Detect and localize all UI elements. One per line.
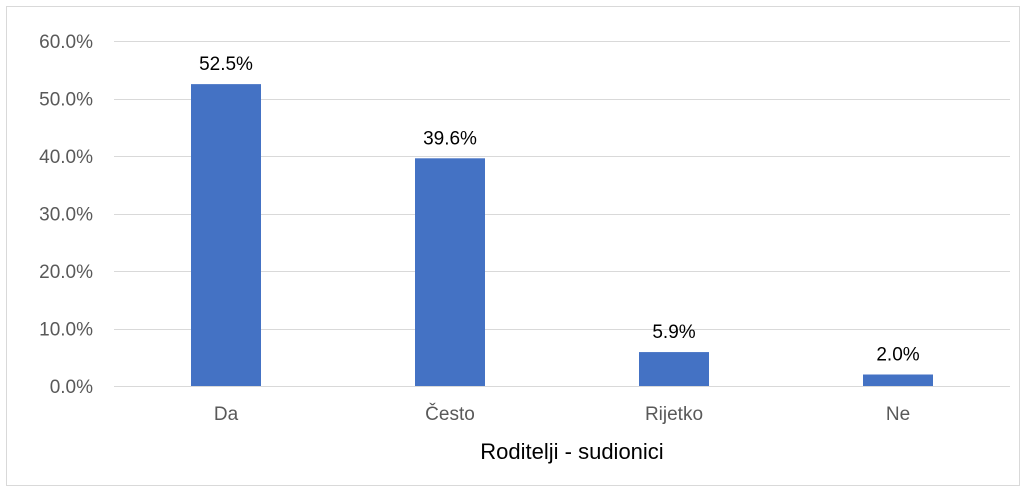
x-tick-label: Da: [214, 404, 239, 425]
bar-1: [415, 158, 485, 386]
data-label: 5.9%: [652, 322, 695, 343]
y-axis-tick-labels: 0.0% 10.0% 20.0% 30.0% 40.0% 50.0% 60.0%: [39, 32, 93, 398]
x-tick-label: Često: [425, 403, 475, 425]
x-axis-tick-labels: Da Često Rijetko Ne: [214, 403, 910, 425]
bars: [191, 84, 933, 386]
data-label: 39.6%: [423, 128, 477, 149]
chart-frame: [6, 6, 1020, 486]
x-axis-title: Roditelji - sudionici: [480, 439, 663, 464]
y-tick-label: 10.0%: [39, 320, 93, 341]
x-tick-label: Ne: [886, 404, 910, 425]
data-label: 52.5%: [199, 54, 253, 75]
x-tick-label: Rijetko: [645, 404, 703, 425]
bar-0: [191, 84, 261, 386]
y-tick-label: 30.0%: [39, 205, 93, 226]
y-tick-label: 40.0%: [39, 147, 93, 168]
data-label: 2.0%: [876, 345, 919, 366]
gridlines: [114, 41, 1010, 387]
y-tick-label: 60.0%: [39, 32, 93, 53]
bar-3: [863, 374, 933, 386]
bar-2: [639, 352, 709, 386]
y-tick-label: 50.0%: [39, 90, 93, 111]
data-labels: 52.5% 39.6% 5.9% 2.0%: [199, 54, 920, 365]
y-tick-label: 20.0%: [39, 262, 93, 283]
y-tick-label: 0.0%: [50, 377, 93, 398]
